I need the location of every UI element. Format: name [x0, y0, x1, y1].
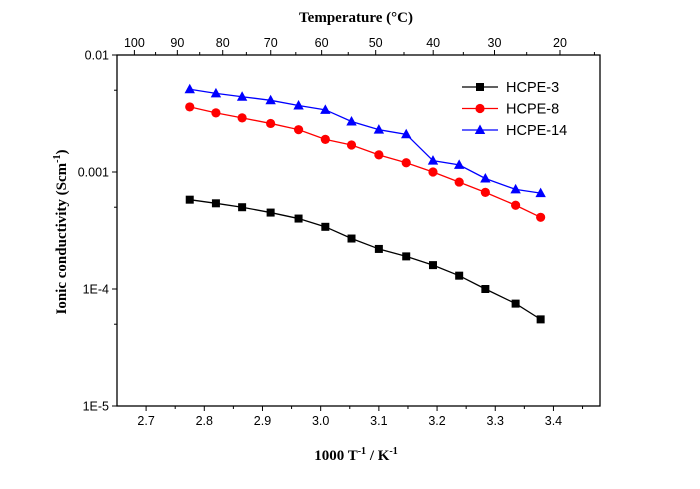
legend-item-HCPE-8: HCPE-8: [462, 102, 559, 118]
point-HCPE-3-9: [428, 261, 437, 270]
point-HCPE-3-1: [211, 199, 220, 208]
x-tick-label-5: 3.2: [428, 414, 445, 428]
top-tick-label-0: 100: [124, 36, 145, 50]
legend-label-HCPE-14: HCPE-14: [506, 123, 567, 139]
point-HCPE-8-4: [293, 125, 304, 135]
x-tick-label-4: 3.1: [370, 414, 387, 428]
point-HCPE-8-12: [511, 200, 521, 210]
legend-marker-HCPE-8: [475, 103, 485, 114]
plot-frame: [116, 54, 601, 407]
point-HCPE-14-10: [453, 159, 465, 169]
x-axis-title: 1000 T-1 / K-1: [314, 446, 398, 464]
point-HCPE-8-0: [185, 102, 195, 112]
point-HCPE-3-6: [347, 234, 356, 243]
point-HCPE-3-10: [455, 271, 464, 280]
series-line-HCPE-14: [189, 88, 541, 194]
legend-marker-HCPE-14: [474, 124, 486, 134]
top-tick-label-6: 40: [426, 36, 440, 50]
point-HCPE-3-7: [374, 244, 383, 253]
point-HCPE-8-2: [237, 113, 247, 123]
point-HCPE-3-3: [266, 208, 275, 217]
legend-item-HCPE-14: HCPE-14: [462, 123, 567, 139]
legend-label-HCPE-3: HCPE-3: [506, 80, 559, 96]
series-HCPE-8: [185, 102, 546, 222]
top-tick-label-8: 20: [553, 36, 567, 50]
x-tick-label-3: 3.0: [312, 414, 329, 428]
point-HCPE-3-8: [402, 252, 411, 261]
ticks-layer: 2.7 2.8 2.9 3.0 3.1 3.2 3.3 3.4 0.01 0.001 1E-4 1E-…: [78, 36, 595, 428]
legend-label-HCPE-8: HCPE-8: [506, 102, 559, 118]
y-tick-label-2: 1E-4: [83, 283, 109, 297]
x-tick-label-7: 3.4: [545, 414, 562, 428]
point-HCPE-8-13: [536, 212, 546, 222]
point-HCPE-14-13: [535, 187, 546, 198]
top-tick-label-3: 70: [264, 36, 278, 50]
top-tick-label-7: 30: [488, 36, 502, 50]
point-HCPE-8-10: [454, 177, 464, 187]
point-HCPE-8-11: [480, 187, 490, 197]
top-tick-label-4: 60: [315, 36, 329, 50]
series-line-HCPE-8: [189, 106, 541, 218]
point-HCPE-14-4: [293, 100, 304, 110]
point-HCPE-3-13: [536, 315, 545, 324]
point-HCPE-8-7: [374, 150, 384, 160]
point-HCPE-3-5: [321, 222, 330, 231]
point-HCPE-8-8: [401, 158, 411, 168]
series-layer: [184, 83, 546, 324]
point-HCPE-3-11: [481, 285, 490, 293]
point-HCPE-14-3: [265, 94, 276, 105]
y-tick-label-0: 0.01: [85, 49, 109, 63]
y-axis-title: Ionic conductivity (Scm-1): [52, 149, 70, 314]
point-HCPE-14-6: [346, 116, 357, 126]
point-HCPE-8-1: [211, 108, 221, 118]
point-HCPE-14-11: [480, 172, 491, 183]
legend-marker-HCPE-3: [476, 83, 484, 91]
point-HCPE-14-1: [210, 87, 222, 98]
point-HCPE-14-2: [236, 91, 248, 101]
legend-item-HCPE-3: HCPE-3: [462, 80, 559, 96]
point-HCPE-14-5: [320, 104, 331, 114]
top-tick-label-5: 50: [369, 36, 383, 50]
point-HCPE-8-3: [266, 118, 276, 129]
point-HCPE-8-5: [320, 134, 330, 144]
series-line-HCPE-3: [189, 199, 541, 320]
point-HCPE-3-12: [511, 299, 520, 308]
x-tick-label-1: 2.8: [196, 414, 213, 428]
point-HCPE-14-12: [510, 183, 521, 194]
y-tick-label-1: 0.001: [78, 166, 109, 180]
legend: HCPE-3 HCPE-8 HCPE-14: [462, 80, 567, 139]
x-tick-label-6: 3.3: [487, 414, 504, 428]
series-HCPE-14: [184, 83, 546, 198]
point-HCPE-8-6: [346, 140, 357, 150]
point-HCPE-14-7: [373, 124, 385, 134]
point-HCPE-14-0: [184, 83, 195, 94]
point-HCPE-14-8: [401, 128, 412, 139]
top-tick-label-2: 80: [216, 36, 230, 50]
y-tick-label-3: 1E-5: [83, 400, 109, 414]
point-HCPE-14-9: [427, 155, 439, 165]
top-tick-label-1: 90: [170, 36, 184, 50]
point-HCPE-3-0: [185, 195, 194, 204]
top-axis-title: Temperature (°C): [299, 10, 413, 26]
point-HCPE-8-9: [428, 167, 438, 177]
x-tick-label-2: 2.9: [254, 414, 271, 428]
point-HCPE-3-4: [294, 214, 303, 223]
point-HCPE-3-2: [238, 203, 247, 212]
x-tick-label-0: 2.7: [137, 414, 154, 428]
series-HCPE-3: [185, 195, 545, 324]
